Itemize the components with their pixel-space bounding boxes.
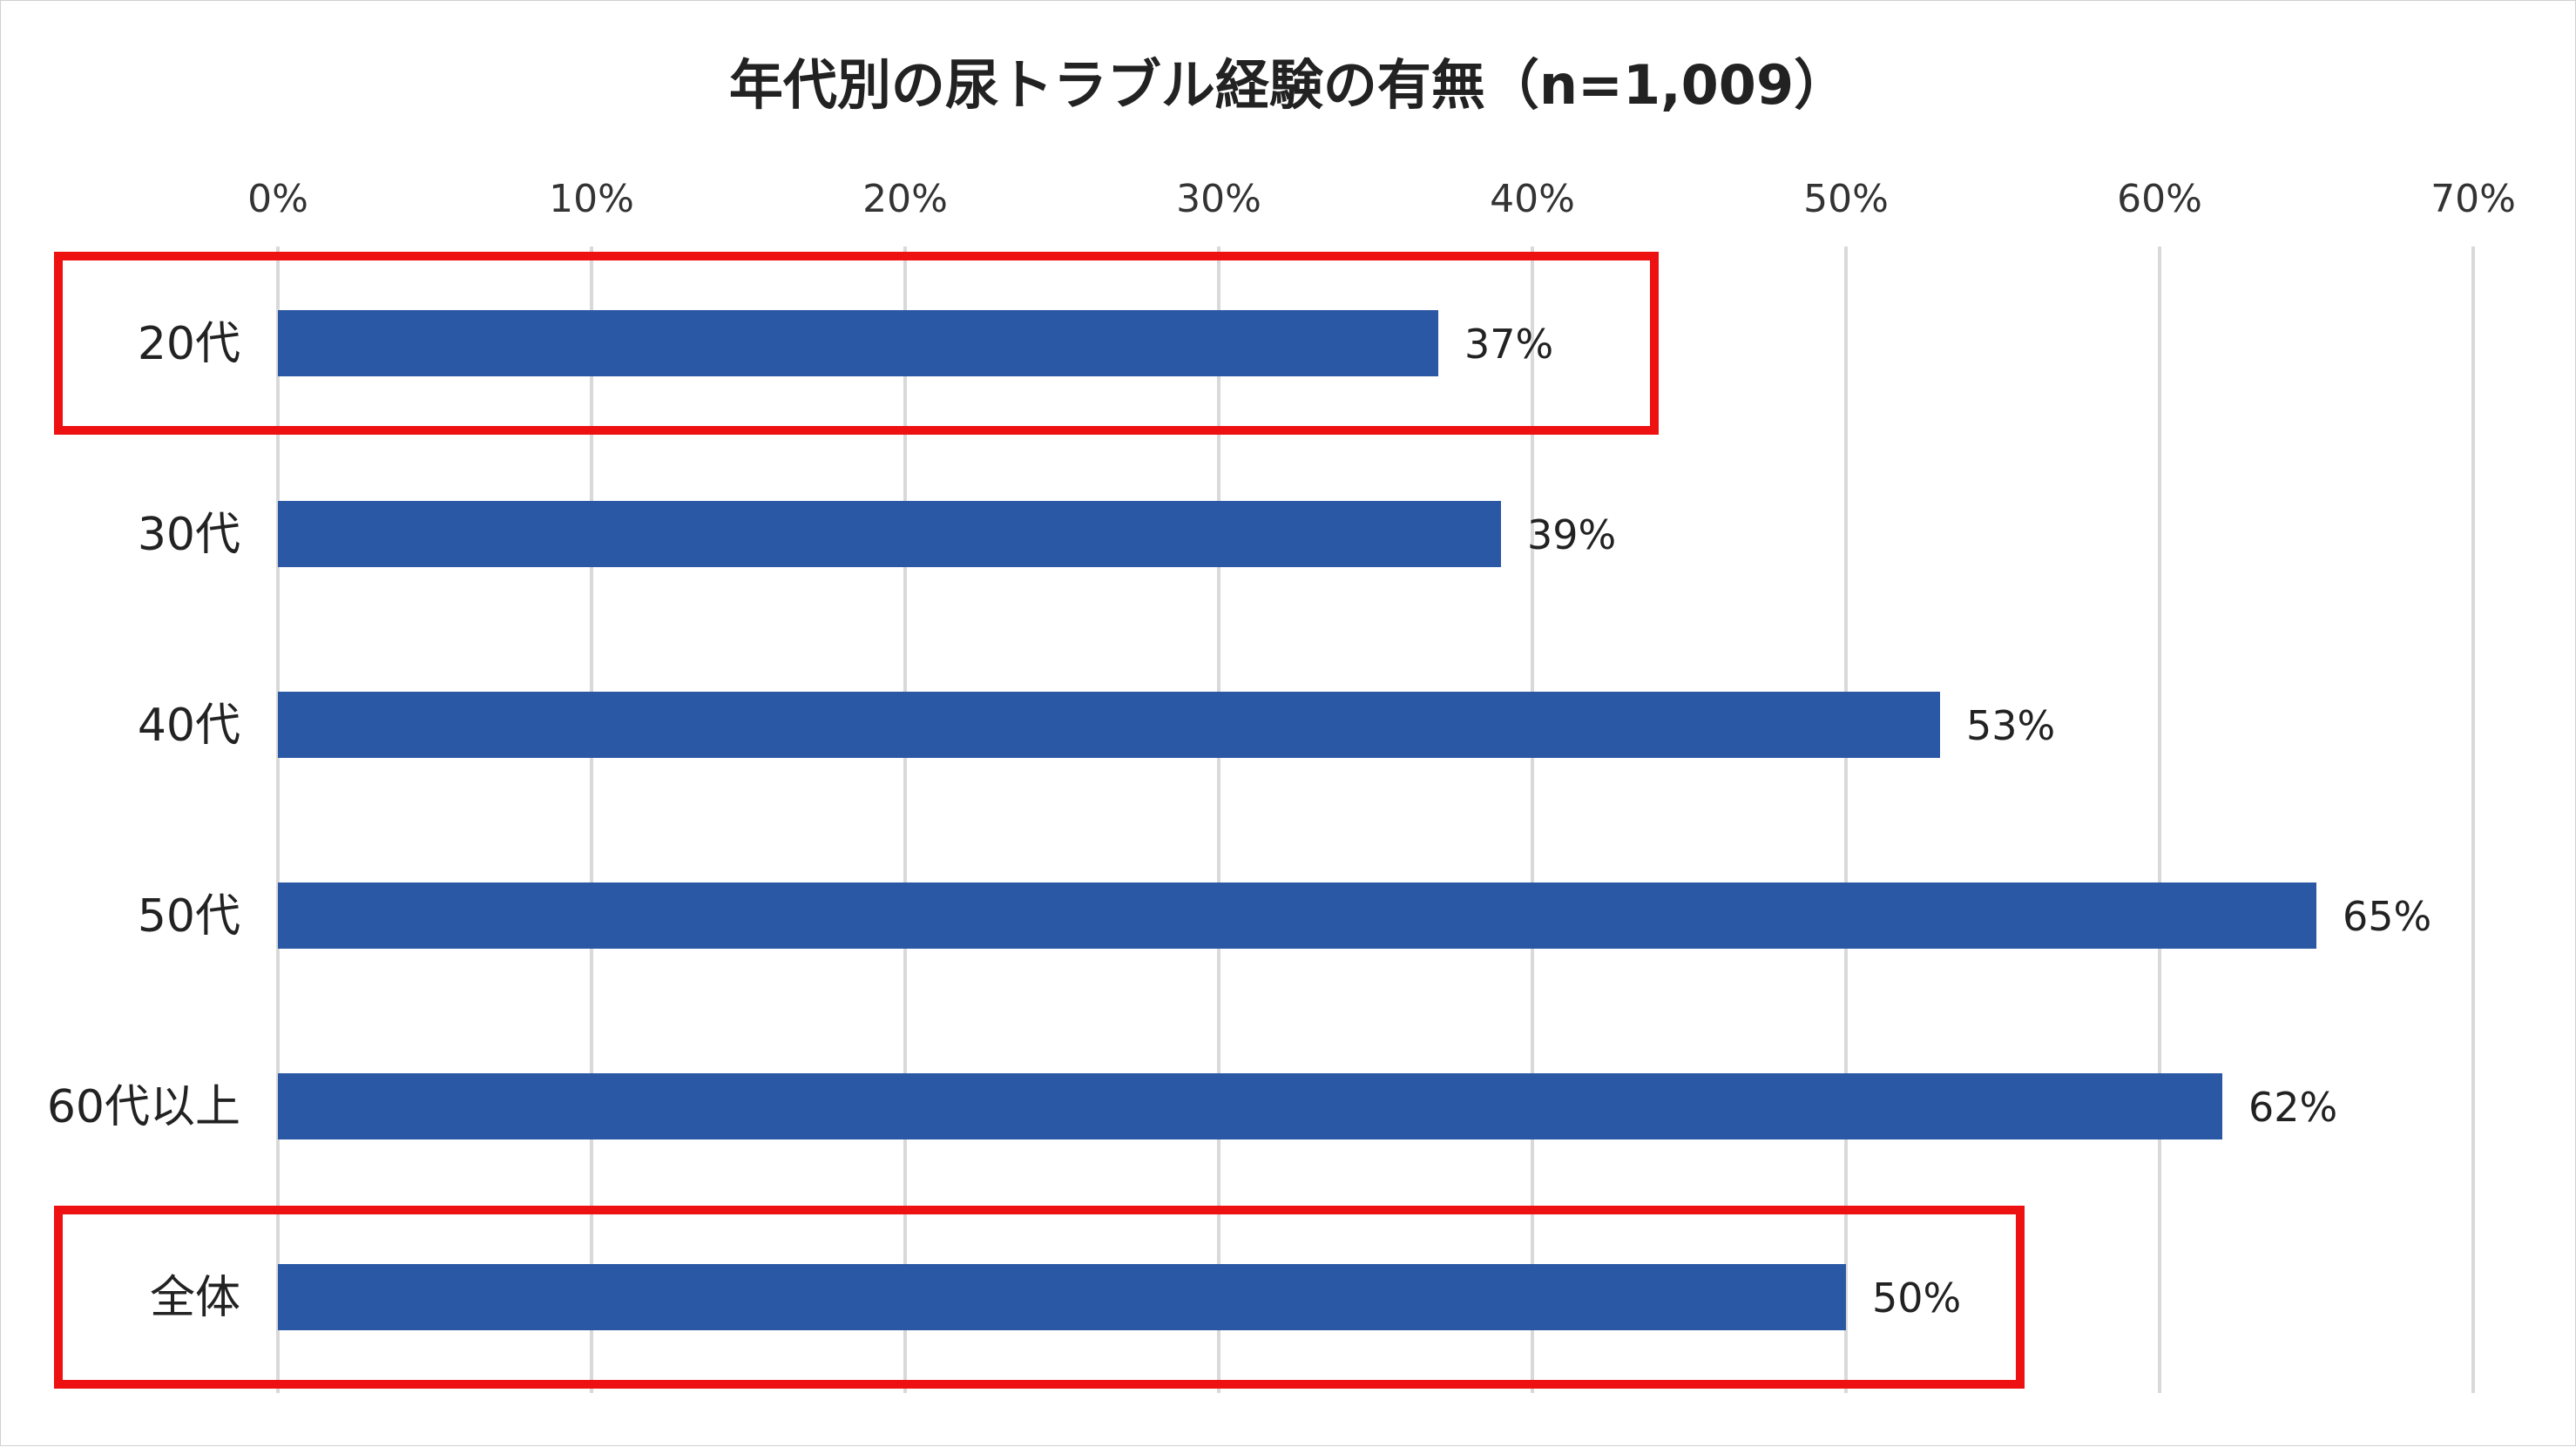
bar [278, 1264, 1846, 1330]
data-labels: 37% 39% 53% 65% 62% 50% [1464, 321, 2431, 1322]
bar [278, 1073, 2222, 1139]
category-label: 20代 [138, 318, 240, 370]
category-label: 全体 [150, 1272, 240, 1324]
gridlines [276, 247, 2475, 1393]
chart-title: 年代別の尿トラブル経験の有無（n=1,009） [729, 53, 1848, 117]
x-tick-label: 60% [2117, 177, 2202, 221]
data-label: 50% [1872, 1275, 1961, 1322]
data-label: 53% [1966, 702, 2055, 749]
bar [278, 310, 1438, 376]
highlight-box [54, 1206, 2025, 1389]
highlight-box [54, 252, 1659, 435]
bar [278, 692, 1940, 758]
x-axis-ticks: 0% 10% 20% 30% 40% 50% 60% 70% [247, 177, 2516, 221]
bar [278, 882, 2316, 949]
bar [278, 501, 1501, 567]
category-label: 30代 [138, 509, 240, 561]
data-label: 62% [2248, 1084, 2337, 1131]
x-tick-label: 30% [1176, 177, 1261, 221]
x-tick-label: 40% [1490, 177, 1575, 221]
data-label: 37% [1464, 321, 1553, 368]
category-label: 40代 [138, 700, 240, 752]
highlight-boxes [54, 252, 2025, 1389]
x-tick-label: 70% [2431, 177, 2516, 221]
x-tick-label: 50% [1803, 177, 1889, 221]
category-label: 60代以上 [47, 1081, 240, 1133]
data-label: 65% [2343, 893, 2431, 940]
x-tick-label: 20% [862, 177, 948, 221]
data-label: 39% [1527, 511, 1616, 558]
x-tick-label: 0% [247, 177, 308, 221]
x-tick-label: 10% [549, 177, 634, 221]
category-label: 50代 [138, 890, 240, 943]
bars [278, 310, 2316, 1330]
